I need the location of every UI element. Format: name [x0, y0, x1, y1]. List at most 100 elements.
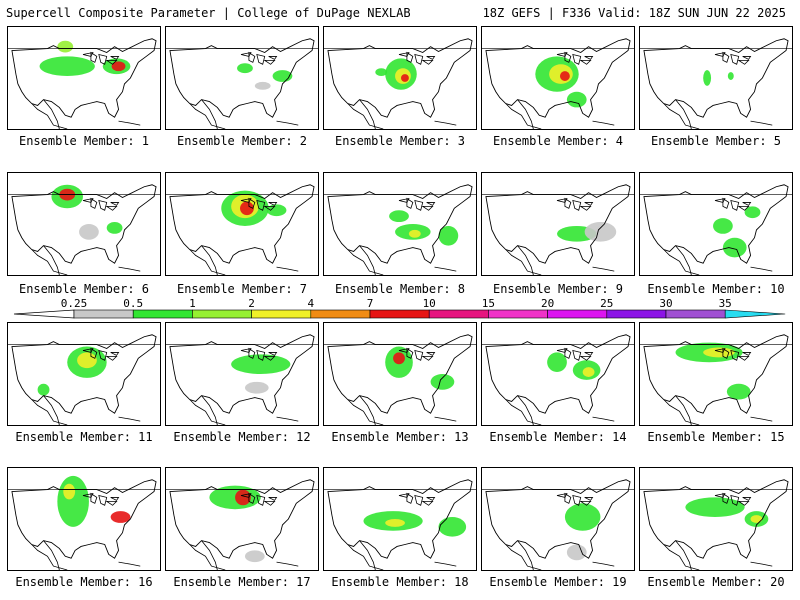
ensemble-map-6 [8, 184, 160, 275]
coastline [434, 120, 457, 126]
scp-contour [231, 354, 291, 374]
colorbar-segment [488, 309, 548, 319]
ensemble-map-7 [166, 184, 318, 275]
coastline [327, 334, 473, 414]
member-label: Ensemble Member: 13 [331, 430, 469, 444]
ensemble-panel-10 [639, 172, 793, 276]
great-lakes-outline [564, 347, 572, 359]
scp-contour [713, 218, 733, 234]
great-lakes-outline [426, 202, 436, 206]
ensemble-map-16 [8, 475, 160, 570]
coastline [169, 334, 315, 414]
great-lakes-outline [714, 492, 726, 498]
great-lakes-outline [263, 355, 276, 361]
great-lakes-outline [248, 51, 256, 63]
scp-contour [582, 367, 595, 377]
colorbar-tick-label: 0.25 [61, 297, 88, 310]
great-lakes-outline [737, 59, 750, 65]
great-lakes-outline [737, 500, 750, 506]
scp-contour [389, 210, 409, 223]
colorbar-tick-label: 35 [719, 297, 732, 310]
member-label: Ensemble Member: 7 [176, 282, 308, 296]
member-label: Ensemble Member: 5 [650, 134, 782, 148]
coastline [592, 561, 615, 567]
colorbar-segment [606, 309, 667, 319]
coastline [276, 561, 299, 567]
colorbar-tick-label: 4 [307, 297, 314, 310]
great-lakes-outline [742, 56, 752, 60]
great-lakes-outline [584, 56, 594, 60]
great-lakes-outline [722, 51, 730, 63]
scp-contour [726, 383, 751, 400]
colorbar-segment [310, 309, 371, 319]
scp-contour [685, 497, 745, 518]
coastline [118, 416, 141, 422]
coastline [276, 416, 299, 422]
great-lakes-outline [263, 59, 276, 65]
coastline [118, 120, 141, 126]
great-lakes-outline [240, 197, 252, 203]
colorbar-segment [547, 309, 608, 319]
great-lakes-outline [714, 51, 726, 57]
scp-contour [385, 519, 405, 527]
ensemble-panel-17 [165, 467, 319, 571]
coastline [327, 184, 473, 264]
ensemble-panel-11 [7, 322, 161, 426]
ensemble-map-1 [8, 38, 160, 129]
scp-contour [703, 347, 735, 358]
scp-contour [266, 204, 287, 217]
colorbar-upper-arrow [724, 309, 786, 319]
great-lakes-outline [572, 494, 582, 506]
ensemble-map-20 [640, 479, 792, 570]
coastline [327, 38, 473, 118]
coastline [118, 561, 141, 567]
colorbar-tick-label: 20 [541, 297, 554, 310]
scp-contour [79, 224, 99, 240]
coastline [505, 395, 542, 425]
coastline [663, 395, 700, 425]
scp-contour [240, 201, 254, 216]
great-lakes-outline [82, 492, 94, 498]
member-label: Ensemble Member: 3 [334, 134, 466, 148]
scp-contour [77, 352, 97, 369]
great-lakes-outline [256, 349, 266, 361]
ensemble-map-18 [324, 479, 476, 570]
great-lakes-outline [737, 355, 750, 361]
coastline [485, 38, 631, 118]
member-label: Ensemble Member: 17 [173, 575, 311, 589]
member-label: Ensemble Member: 6 [18, 282, 150, 296]
coastline [189, 540, 226, 570]
ensemble-panel-18 [323, 467, 477, 571]
colorbar-segment [428, 309, 489, 319]
ensemble-panel-5 [639, 26, 793, 130]
ensemble-panel-1 [7, 26, 161, 130]
coastline [643, 184, 789, 264]
coastline [485, 479, 631, 559]
great-lakes-outline [556, 197, 568, 203]
great-lakes-outline [730, 199, 740, 211]
member-label: Ensemble Member: 8 [334, 282, 466, 296]
coastline [485, 334, 631, 414]
great-lakes-outline [105, 59, 118, 65]
great-lakes-outline [730, 53, 740, 65]
coastline [505, 245, 542, 275]
colorbar-tick-label: 0.5 [123, 297, 143, 310]
coastline [118, 266, 141, 272]
map-title: Supercell Composite Parameter | College … [6, 6, 411, 20]
ensemble-map-9 [482, 184, 634, 275]
great-lakes-outline [742, 352, 752, 356]
scp-contour [39, 56, 95, 77]
ensemble-panel-14 [481, 322, 635, 426]
colorbar-tick-label: 1 [189, 297, 196, 310]
great-lakes-outline [742, 497, 752, 501]
ensemble-panel-16 [7, 467, 161, 571]
coastline [643, 479, 789, 559]
great-lakes-outline [572, 349, 582, 361]
member-label: Ensemble Member: 1 [18, 134, 150, 148]
coastline [592, 120, 615, 126]
coastline [505, 540, 542, 570]
great-lakes-outline [105, 355, 118, 361]
scp-contour [63, 483, 76, 500]
scp-contour [559, 71, 570, 81]
ensemble-map-13 [324, 334, 476, 425]
